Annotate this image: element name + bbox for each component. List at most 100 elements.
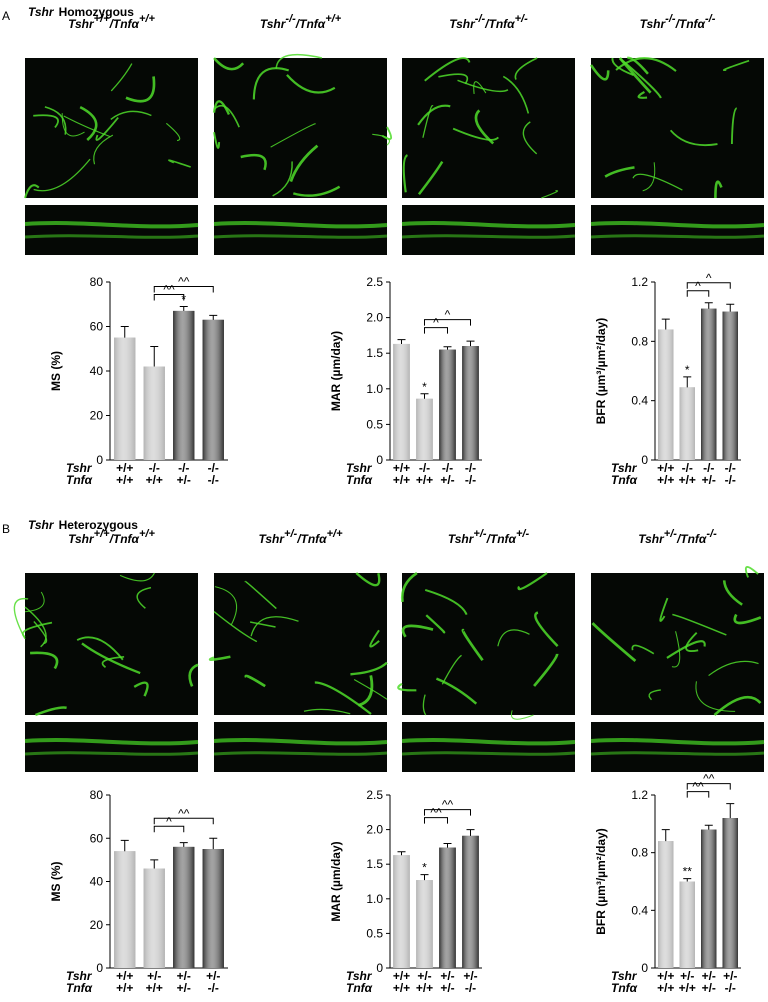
error-bar bbox=[179, 842, 188, 847]
genotype-label: +/+ bbox=[393, 969, 410, 983]
error-bar bbox=[397, 339, 406, 344]
bar-sheen bbox=[658, 329, 674, 460]
y-tick-label: 0.8 bbox=[631, 334, 648, 348]
stain bbox=[303, 708, 351, 715]
stain bbox=[722, 59, 750, 72]
comparison-bracket bbox=[424, 319, 471, 326]
genotype-label: +/+ bbox=[679, 981, 696, 995]
bar-sheen bbox=[462, 835, 479, 968]
stain bbox=[461, 628, 484, 662]
comparison-label: ^^ bbox=[163, 282, 175, 296]
bar-sheen bbox=[701, 308, 717, 460]
stain bbox=[33, 114, 59, 129]
error-bar bbox=[150, 859, 159, 869]
micrograph-stains bbox=[591, 566, 762, 716]
comparison-bracket bbox=[686, 290, 710, 297]
stain bbox=[165, 122, 181, 142]
bar-sheen bbox=[701, 829, 717, 968]
genotype-label: +/+ bbox=[116, 473, 133, 487]
genotype-row-name: Tnfα bbox=[346, 473, 373, 487]
bar-sheen bbox=[143, 366, 165, 460]
strip-stain bbox=[213, 738, 388, 746]
micrograph-stains bbox=[24, 63, 191, 199]
genotype-label: -/- bbox=[442, 461, 453, 475]
y-tick-label: 0.4 bbox=[631, 394, 648, 408]
image-label: Tshr+/-/Tnfα+/+ bbox=[258, 528, 343, 546]
genotype-label: -/- bbox=[725, 461, 736, 475]
genotype-label: +/- bbox=[702, 473, 716, 487]
strip-stain bbox=[24, 751, 199, 756]
genotype-row-name: Tnfα bbox=[611, 981, 638, 995]
micrograph-strip bbox=[214, 205, 387, 255]
genotype-label: +/+ bbox=[679, 473, 696, 487]
genotype-label: -/- bbox=[465, 461, 476, 475]
genotype-label: -/- bbox=[725, 473, 736, 487]
image-label: Tshr-/-/Tnfα+/- bbox=[449, 13, 528, 31]
strip-stain bbox=[213, 751, 388, 756]
comparison-bracket bbox=[686, 282, 731, 289]
image-label: Tshr+/-/Tnfα+/- bbox=[448, 528, 530, 546]
stain bbox=[110, 63, 133, 92]
micrograph-strip bbox=[25, 722, 198, 772]
comparison-bracket bbox=[424, 817, 448, 824]
comparison-label: ^ bbox=[166, 814, 172, 828]
label-superscript: +/+ bbox=[94, 13, 110, 25]
comparison-label: ^ bbox=[695, 279, 701, 293]
genotype-label: +/+ bbox=[657, 461, 674, 475]
genotype-label: +/- bbox=[680, 969, 694, 983]
error-bar bbox=[420, 874, 429, 881]
genotype-label: +/- bbox=[177, 473, 191, 487]
comparison-bracket bbox=[153, 817, 214, 825]
genotype-label: -/- bbox=[465, 981, 476, 995]
stain bbox=[79, 106, 98, 141]
stain bbox=[212, 100, 231, 115]
label-superscript: +/+ bbox=[325, 13, 341, 25]
label-gene: /Tnfα bbox=[109, 532, 140, 546]
strip-stain bbox=[24, 234, 199, 239]
y-tick-label: 0 bbox=[96, 453, 103, 467]
y-tick-label: 0 bbox=[641, 961, 648, 975]
error-bar bbox=[420, 393, 429, 399]
y-tick-label: 20 bbox=[90, 409, 104, 423]
label-gene: /Tnfα bbox=[486, 532, 517, 546]
bar-sheen bbox=[416, 880, 433, 968]
y-tick-label: 1.5 bbox=[366, 857, 383, 871]
label-gene: Tshr bbox=[449, 17, 476, 31]
genotype-label: -/- bbox=[208, 461, 219, 475]
y-tick-label: 0 bbox=[641, 453, 648, 467]
stain bbox=[666, 640, 706, 659]
strip-stain bbox=[401, 751, 576, 756]
label-superscript: -/- bbox=[475, 13, 486, 25]
label-superscript: +/- bbox=[473, 528, 486, 540]
heading-gene: Tshr bbox=[28, 5, 55, 19]
label-gene: Tshr bbox=[640, 17, 667, 31]
genotype-label: -/- bbox=[149, 461, 160, 475]
y-axis-label: MS (%) bbox=[49, 351, 63, 391]
bar-sheen bbox=[202, 849, 224, 968]
genotype-label: +/- bbox=[440, 981, 454, 995]
stain bbox=[357, 675, 374, 707]
genotype-label: +/- bbox=[702, 981, 716, 995]
y-tick-label: 0.5 bbox=[366, 926, 383, 940]
stain bbox=[168, 159, 191, 168]
significance-mark: * bbox=[422, 861, 427, 875]
label-gene: /Tnfα bbox=[296, 532, 327, 546]
bar-sheen bbox=[114, 337, 136, 460]
panel-heading: Tshr Heterozygous bbox=[28, 518, 138, 532]
genotype-row-name: Tnfα bbox=[346, 981, 373, 995]
significance-mark: ** bbox=[683, 865, 693, 879]
stain bbox=[591, 622, 637, 663]
significance-mark: * bbox=[422, 380, 427, 394]
comparison-label: ^^ bbox=[430, 806, 442, 820]
stain bbox=[24, 184, 40, 199]
error-bar bbox=[179, 305, 188, 311]
label-superscript: +/- bbox=[516, 528, 529, 540]
stain bbox=[425, 614, 446, 634]
stain bbox=[497, 629, 530, 647]
label-gene: Tshr bbox=[260, 17, 287, 31]
stain bbox=[733, 613, 762, 625]
genotype-label: -/- bbox=[208, 473, 219, 487]
error-bar bbox=[120, 326, 129, 338]
genotype-label: -/- bbox=[682, 461, 693, 475]
